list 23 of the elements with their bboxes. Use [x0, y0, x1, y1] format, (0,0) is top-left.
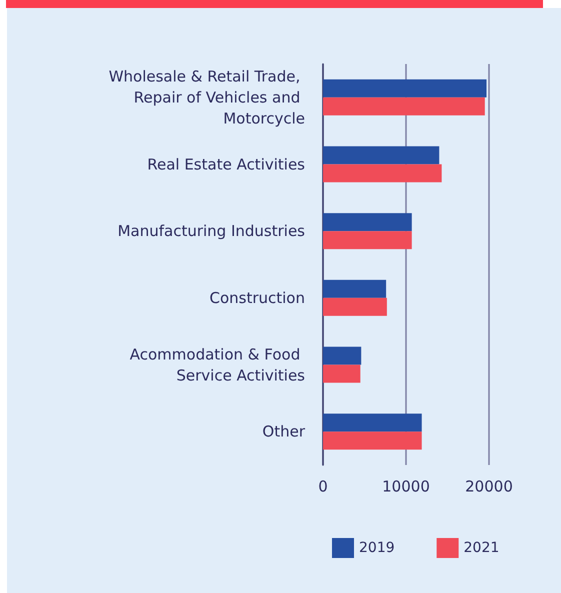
bar: [323, 414, 422, 432]
y-tick-label: Wholesale & Retail Trade, Repair of Vehicles and Motorcycle: [108, 67, 305, 128]
y-tick-label: Manufacturing Industries: [118, 222, 306, 240]
bar: [323, 97, 485, 116]
bar: [323, 298, 387, 316]
bar: [323, 146, 440, 164]
y-tick-label: Acommodation & Food Service Activities: [130, 345, 306, 384]
x-tick-label: 20000: [465, 478, 513, 496]
legend-label: 2019: [359, 540, 395, 556]
x-tick-label: 0: [318, 478, 328, 496]
bar: [323, 79, 487, 98]
bar: [323, 164, 442, 182]
y-tick-label: Construction: [209, 288, 305, 307]
y-tick-label: Other: [262, 422, 306, 441]
bar: [323, 280, 386, 298]
bar: [323, 432, 422, 450]
x-tick-label: 10000: [382, 478, 430, 496]
bar: [323, 231, 412, 250]
bar: [323, 364, 360, 383]
bar: [323, 213, 412, 232]
y-tick-label: Real Estate Activities: [147, 155, 306, 174]
bar: [323, 346, 362, 365]
legend-label: 2021: [464, 540, 500, 556]
